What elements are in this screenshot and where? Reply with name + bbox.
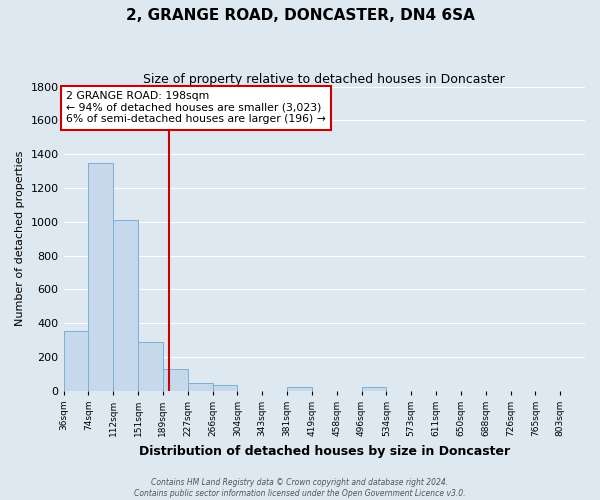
Y-axis label: Number of detached properties: Number of detached properties: [15, 151, 25, 326]
X-axis label: Distribution of detached houses by size in Doncaster: Distribution of detached houses by size …: [139, 444, 510, 458]
Title: Size of property relative to detached houses in Doncaster: Size of property relative to detached ho…: [143, 72, 505, 86]
Text: 2, GRANGE ROAD, DONCASTER, DN4 6SA: 2, GRANGE ROAD, DONCASTER, DN4 6SA: [125, 8, 475, 22]
Bar: [64, 331, 88, 391]
Bar: [362, 388, 386, 391]
Text: 2 GRANGE ROAD: 198sqm
← 94% of detached houses are smaller (3,023)
6% of semi-de: 2 GRANGE ROAD: 198sqm ← 94% of detached …: [66, 91, 326, 124]
Bar: [163, 369, 188, 391]
Bar: [287, 388, 312, 391]
Text: Contains HM Land Registry data © Crown copyright and database right 2024.
Contai: Contains HM Land Registry data © Crown c…: [134, 478, 466, 498]
Bar: [88, 162, 113, 391]
Bar: [113, 220, 138, 391]
Bar: [212, 385, 238, 391]
Bar: [188, 383, 212, 391]
Bar: [138, 342, 163, 391]
